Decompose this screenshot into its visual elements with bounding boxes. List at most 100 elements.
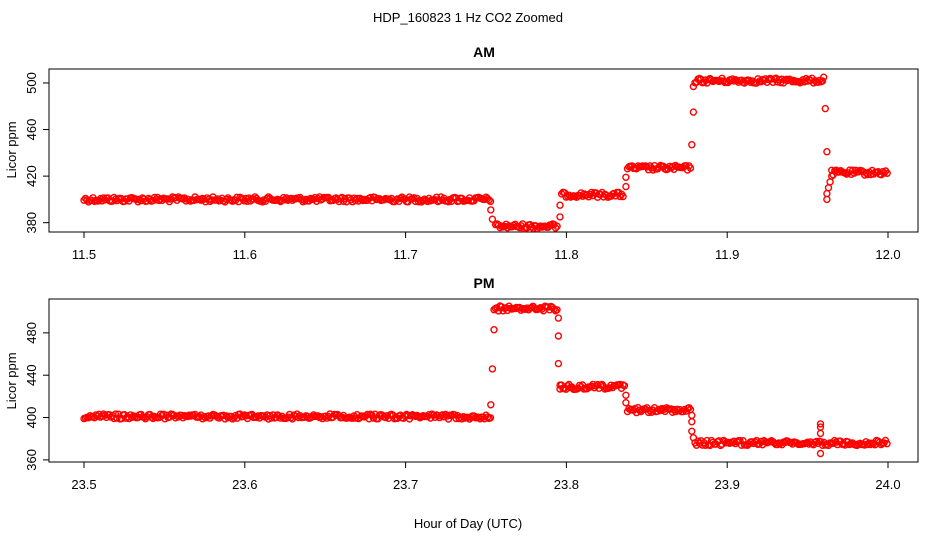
pm-data-point [883,440,891,448]
pm-transition-point [688,427,696,435]
am-y-tick-label: 420 [24,165,39,187]
pm-transition-point [488,365,497,373]
am-transition-point [689,108,698,116]
am-plot-frame [48,68,919,233]
am-data-point [818,77,827,85]
x-axis-label: Hour of Day (UTC) [414,516,522,531]
pm-panel: PM Licor ppm 23.5 23.6 23.7 23.8 23.9 24.0 36… [4,275,919,492]
pm-data-point [369,414,378,422]
pm-data-point [766,438,774,446]
pm-data-point [363,410,372,419]
am-transition-point [556,213,564,221]
am-data-point [414,197,423,206]
pm-data-point [351,414,360,422]
pm-transition-point [622,391,630,399]
pm-transition-point [554,359,563,368]
pm-plot-frame [48,298,919,463]
pm-y-tick-label: 480 [24,322,39,344]
am-data-point [99,194,108,202]
pm-transition-point [554,314,563,322]
pm-transition-point [556,385,564,393]
am-transition-point [488,215,497,223]
figure-title: HDP_160823 1 Hz CO2 Zoomed [373,10,563,25]
pm-x-tick-label: 23.9 [715,477,740,492]
am-points [80,73,891,233]
pm-transition-point [689,434,698,442]
pm-y-tick-label: 440 [24,364,39,386]
am-data-point [396,194,405,203]
pm-data-point [459,413,468,421]
pm-x-tick-label: 23.5 [71,477,96,492]
am-transition-point [622,182,630,191]
pm-transition-point [816,420,825,428]
am-data-point [419,197,427,205]
am-transition-point [821,104,829,113]
pm-y-tick-label: 360 [24,449,39,471]
pm-y-axis: 360 400 440 480 [24,322,49,471]
pm-data-point [575,381,584,390]
am-data-point [553,222,561,230]
pm-y-tick-label: 400 [24,407,39,429]
am-data-point [879,167,887,176]
am-data-point [486,197,495,206]
pm-transition-point [816,429,825,438]
pm-data-point [111,410,120,418]
am-data-point [862,169,870,177]
pm-data-point [748,438,756,446]
am-x-tick-label: 12.0 [875,247,900,262]
pm-transition-point [487,401,495,409]
am-transition-point [820,73,828,81]
pm-data-point [483,413,492,421]
pm-data-point [803,438,812,446]
pm-x-tick-label: 23.8 [554,477,579,492]
am-y-axis-label: Licor ppm [4,121,19,178]
am-transition-point [823,147,831,156]
am-transition-point [556,201,564,209]
am-panel: AM Licor ppm 11.5 11.6 11.7 11.8 11.9 12.0 38… [4,44,919,262]
am-transition-point [828,172,836,180]
pm-transition-point [688,418,696,426]
am-data-point [410,194,418,202]
pm-points [80,302,891,458]
pm-data-point [812,437,821,446]
am-transition-point [689,82,698,91]
am-data-point [83,196,91,204]
pm-data-point [736,437,744,445]
am-y-tick-label: 500 [24,72,39,94]
am-data-point [496,223,504,232]
am-data-point [619,192,627,201]
pm-data-point [486,414,495,422]
am-transition-point [622,173,630,182]
am-panel-title: AM [473,44,495,60]
pm-x-tick-label: 23.6 [232,477,257,492]
pm-data-point [701,441,710,449]
am-data-point [185,195,193,204]
pm-data-point [620,382,629,390]
pm-data-point [616,380,624,389]
pm-transition-point [622,399,630,407]
am-x-tick-label: 11.8 [554,247,578,262]
pm-y-axis-label: Licor ppm [4,352,19,409]
am-data-point [814,78,822,86]
am-data-point [551,224,560,232]
pm-transition-point [490,326,498,334]
pm-x-axis: 23.5 23.6 23.7 23.8 23.9 24.0 [71,462,901,492]
pm-panel-title: PM [474,275,495,291]
am-data-point [503,223,512,232]
pm-data-point [450,411,459,419]
pm-transition-point [816,449,825,458]
pm-data-point [550,305,558,313]
am-data-point [686,164,695,172]
am-y-tick-label: 460 [24,119,39,141]
am-transition-point [487,206,495,214]
am-x-tick-label: 11.9 [715,247,739,262]
am-x-tick-label: 11.5 [72,247,96,262]
am-x-tick-label: 11.6 [233,247,257,262]
pm-data-point [222,412,231,420]
pm-transition-point [554,332,563,340]
pm-data-point [553,306,561,314]
am-transition-point [688,140,696,149]
am-y-axis: 380 420 460 500 [24,72,49,234]
